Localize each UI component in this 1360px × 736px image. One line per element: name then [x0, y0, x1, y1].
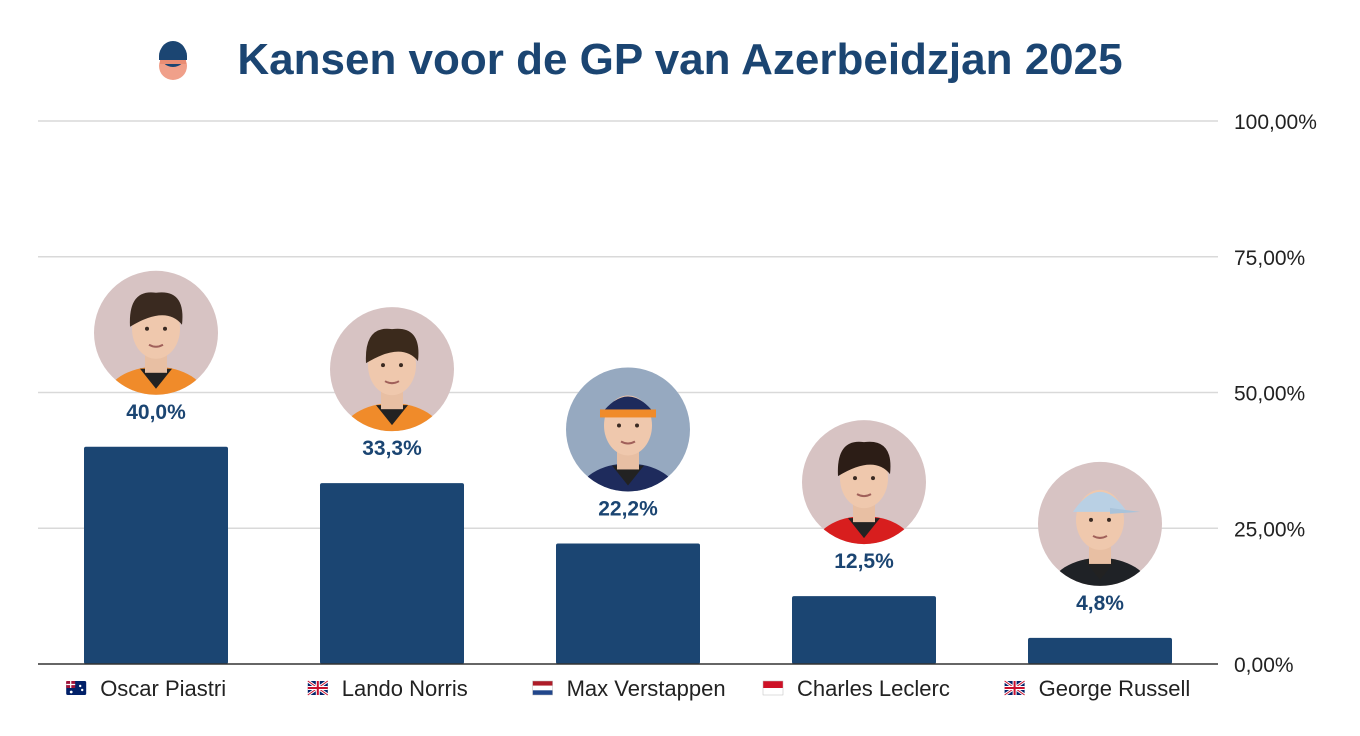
bars	[84, 446, 1172, 664]
y-tick-label: 100,00%	[1234, 111, 1317, 134]
x-tick-label: Charles Leclerc	[797, 676, 950, 701]
x-tick-label: Max Verstappen	[567, 676, 726, 701]
driver-photo-piastri	[94, 270, 218, 395]
y-tick-label: 50,00%	[1234, 383, 1305, 406]
driver-photo-leclerc	[802, 420, 926, 545]
value-labels: 40,0% 33,3% 22,2% 12,5% 4,8%	[126, 401, 1124, 615]
x-tick-label: Oscar Piastri	[100, 676, 226, 701]
data-label: 33,3%	[362, 437, 422, 460]
flag-uk-icon	[1003, 679, 1026, 697]
data-label: 4,8%	[1076, 592, 1124, 615]
driver-photo-verstappen	[566, 367, 690, 492]
y-tick-label: 0,00%	[1234, 654, 1294, 677]
bar	[320, 483, 464, 664]
data-label: 12,5%	[834, 550, 894, 573]
grid-lines	[38, 120, 1218, 529]
flag-monaco-icon	[762, 680, 784, 696]
flag-uk-icon	[306, 679, 329, 697]
bar	[792, 596, 936, 664]
y-tick-label: 25,00%	[1234, 518, 1305, 541]
x-axis-categories: Oscar Piastri Lando Norris Max Verstappen C…	[66, 676, 1190, 701]
x-tick-label: Lando Norris	[342, 676, 468, 701]
bar	[84, 446, 228, 664]
bar	[1028, 637, 1172, 664]
driver-photo-norris	[330, 307, 454, 432]
y-axis-ticks: 0,00% 25,00% 50,00% 75,00% 100,00%	[1234, 111, 1317, 677]
flag-netherlands-icon	[532, 680, 553, 696]
driver-photo-russell	[1038, 461, 1162, 586]
flag-australia-icon	[66, 681, 87, 695]
chart-title: Kansen voor de GP van Azerbeidzjan 2025	[237, 35, 1122, 84]
driver-helmet-icon	[159, 41, 187, 80]
data-label: 40,0%	[126, 401, 186, 424]
data-label: 22,2%	[598, 497, 658, 520]
driver-avatars	[94, 270, 1162, 586]
x-tick-label: George Russell	[1039, 676, 1191, 701]
y-tick-label: 75,00%	[1234, 247, 1305, 270]
bar	[556, 543, 700, 664]
